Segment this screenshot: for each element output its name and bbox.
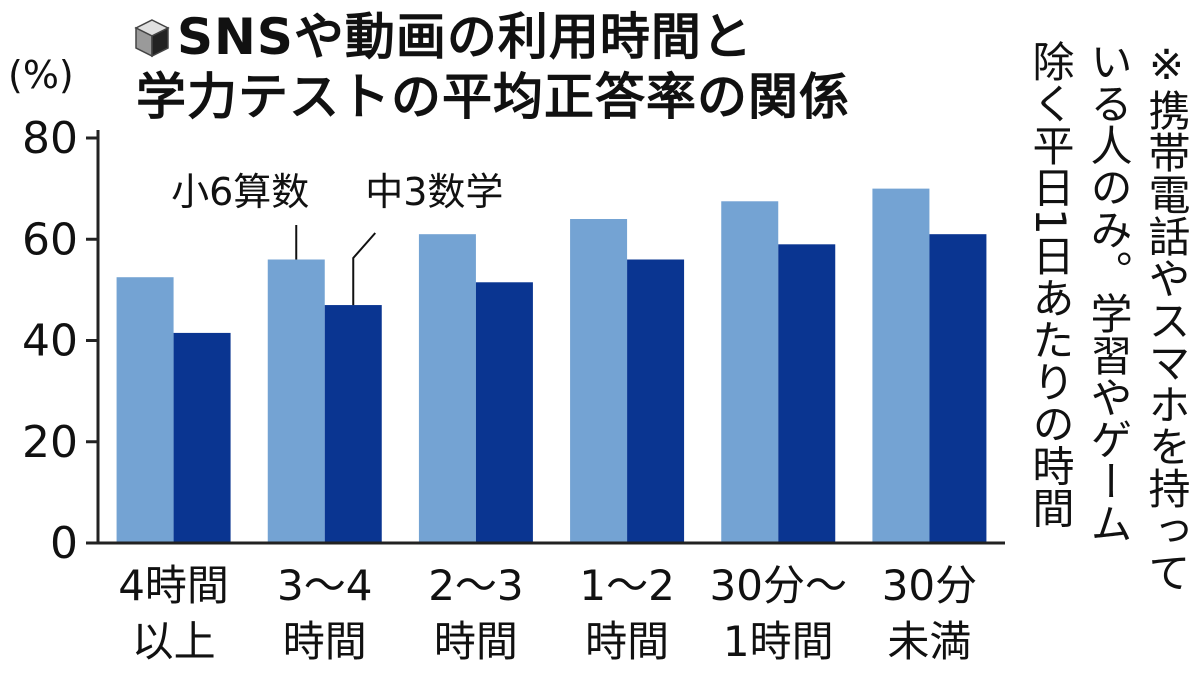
y-tick-label-0: 0 xyxy=(50,518,78,569)
legend-leader-series2 xyxy=(352,232,377,306)
y-tick-label-80: 80 xyxy=(22,113,78,164)
cube-icon xyxy=(134,19,170,58)
footnote-line-2: いる人のみ。学習やゲーム xyxy=(1084,40,1133,544)
y-tick-label-60: 60 xyxy=(22,214,78,265)
chart-area: SNSや動画の利用時間と 学力テストの平均正答率の関係 (%) 4時間以上 3〜4… xyxy=(8,8,1005,666)
y-axis-unit-label: (%) xyxy=(8,53,74,97)
footnote-line-1: ※携帯電話やスマホを持って xyxy=(1142,40,1191,593)
footnote-line-3: 除く平日1日あたりの時間 xyxy=(1026,40,1075,529)
x-tick-label-5-1: 未満 xyxy=(887,617,971,666)
bar-series1-1 xyxy=(267,259,325,543)
bar-series1-0 xyxy=(116,277,174,543)
x-tick-label-5-0: 30分 xyxy=(882,561,977,610)
bar-series2-5 xyxy=(929,234,987,543)
x-tick-label-3-1: 時間 xyxy=(585,617,669,666)
y-tick-label-20: 20 xyxy=(22,417,78,468)
bar-series2-0 xyxy=(173,332,231,543)
bar-series1-3 xyxy=(570,219,628,543)
x-tick-label-3-0: 1〜2 xyxy=(579,561,674,610)
bar-series2-2 xyxy=(475,282,533,543)
y-tick-label-40: 40 xyxy=(22,316,78,367)
x-tick-label-4-1: 1時間 xyxy=(723,617,834,666)
note-panel xyxy=(1008,0,1200,675)
footnote: ※携帯電話やスマホを持って いる人のみ。学習やゲーム 除く平日1日あたりの時間 xyxy=(1012,40,1192,670)
legend-label-series2: 中3数学 xyxy=(365,170,503,214)
bar-series2-3 xyxy=(627,259,685,543)
x-tick-label-0-1: 以上 xyxy=(132,617,216,666)
bar-series1-2 xyxy=(418,234,476,543)
x-tick-label-2-0: 2〜3 xyxy=(428,561,523,610)
bar-series1-4 xyxy=(721,201,779,543)
bar-series1-5 xyxy=(872,188,930,543)
x-tick-label-1-1: 時間 xyxy=(283,617,367,666)
chart-title-line-1: SNSや動画の利用時間と xyxy=(177,8,753,66)
x-tick-label-0-0: 4時間 xyxy=(118,561,229,610)
bar-series2-4 xyxy=(778,244,836,543)
x-tick-label-1-0: 3〜4 xyxy=(277,561,372,610)
chart-title-line-2: 学力テストの平均正答率の関係 xyxy=(136,68,850,126)
x-tick-label-4-0: 30分〜 xyxy=(710,561,847,610)
legend-label-series1: 小6算数 xyxy=(171,170,309,214)
x-tick-label-2-1: 時間 xyxy=(434,617,518,666)
bar-series2-1 xyxy=(324,305,382,543)
